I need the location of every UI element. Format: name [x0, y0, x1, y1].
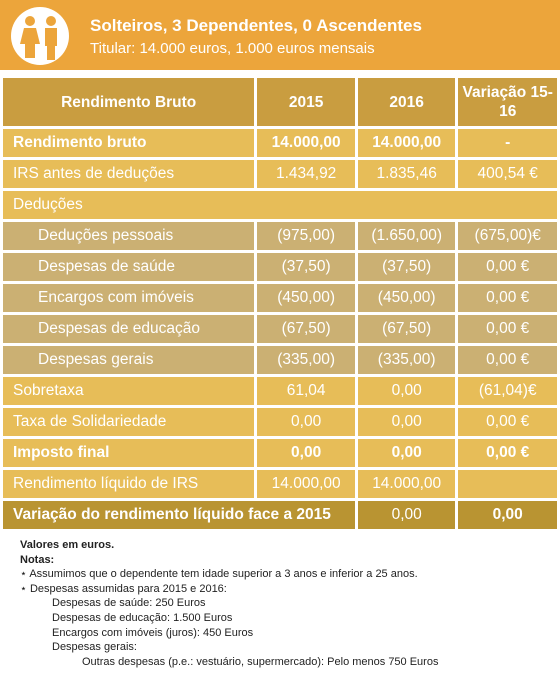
cell: 0,00: [357, 377, 456, 405]
cell: 1.434,92: [257, 160, 355, 188]
cell: (335,00): [257, 346, 355, 374]
table-row: Despesas de saúde (37,50) (37,50) 0,00 €: [3, 253, 557, 281]
table-row: Imposto final 0,00 0,00 0,00 €: [3, 439, 557, 467]
header-band: Solteiros, 3 Dependentes, 0 Ascendentes …: [0, 0, 560, 70]
column-header: 2015: [257, 78, 355, 126]
table-row: Rendimento líquido de IRS 14.000,00 14.000…: [3, 470, 557, 498]
row-label: Rendimento bruto: [3, 129, 255, 157]
row-label: Deduções pessoais: [3, 222, 255, 250]
table-row: Despesas gerais (335,00) (335,00) 0,00 €: [3, 346, 557, 374]
cell: (675,00)€: [458, 222, 557, 250]
cell: 0,00 €: [458, 284, 557, 312]
note-line: Despesas de educação: 1.500 Euros: [52, 611, 233, 624]
column-header: Rendimento Bruto: [3, 78, 255, 126]
title: Solteiros, 3 Dependentes, 0 Ascendentes: [90, 16, 422, 35]
cell: 0,00 €: [458, 439, 557, 467]
note-line: Valores em euros.: [20, 539, 115, 551]
column-header: 2016: [357, 78, 456, 126]
row-label: Imposto final: [3, 439, 255, 467]
table-row: Deduções pessoais (975,00) (1.650,00) (675,…: [3, 222, 557, 250]
table-row: IRS antes de deduções 1.434,92 1.835,46 400…: [3, 160, 557, 188]
cell: (67,50): [257, 315, 355, 343]
cell: 400,54 €: [458, 160, 557, 188]
table-row: Despesas de educação (67,50) (67,50) 0,00 €: [3, 315, 557, 343]
cell: (1.650,00): [357, 222, 456, 250]
cell: (975,00): [257, 222, 355, 250]
cell: [458, 470, 557, 498]
row-label: Despesas de saúde: [3, 253, 255, 281]
cell: 0,00: [357, 408, 456, 436]
cell: 0,00 €: [458, 408, 557, 436]
cell: 0,00: [458, 501, 557, 529]
row-label: Despesas gerais: [3, 346, 255, 374]
cell: (67,50): [357, 315, 456, 343]
row-label: IRS antes de deduções: [3, 160, 255, 188]
notes: Valores em euros. Notas:Assumimos que o d…: [20, 538, 438, 669]
note-line: Despesas de saúde: 250 Euros: [52, 597, 206, 610]
note-line: Encargos com imóveis (juros): 450 Euros: [52, 626, 254, 639]
cell: -: [458, 129, 557, 157]
cell: 0,00 €: [458, 346, 557, 374]
table-row: Encargos com imóveis (450,00) (450,00) 0,00…: [3, 284, 557, 312]
row-label: Taxa de Solidariedade: [3, 408, 255, 436]
cell: (37,50): [257, 253, 355, 281]
cell: 14.000,00: [257, 470, 355, 498]
subtitle: Titular: 14.000 euros, 1.000 euros mensa…: [90, 40, 375, 57]
cell: (61,04)€: [458, 377, 557, 405]
note-line: Despesas assumidas para 2015 e 2016:: [20, 582, 438, 597]
row-label: Rendimento líquido de IRS: [3, 470, 255, 498]
note-line: Assumimos que o dependente tem idade sup…: [20, 567, 438, 582]
cell: 61,04: [257, 377, 355, 405]
family-icon: [11, 7, 69, 65]
table-row: Rendimento bruto 14.000,00 14.000,00-: [3, 129, 557, 157]
table-row: Deduções: [3, 191, 557, 219]
cell: 0,00 €: [458, 315, 557, 343]
row-label: Deduções: [3, 191, 557, 219]
table-row: Sobretaxa 61,04 0,00 (61,04)€: [3, 377, 557, 405]
tax-table: Rendimento Bruto 2015 2016 Variação 15-16 R…: [0, 75, 560, 532]
note-line: Outras despesas (p.e.: vestuário, superm…: [82, 655, 439, 668]
row-label: Encargos com imóveis: [3, 284, 255, 312]
cell: (37,50): [357, 253, 456, 281]
row-label: Variação do rendimento líquido face a 20…: [3, 501, 355, 529]
column-header: Variação 15-16: [458, 78, 557, 126]
cell: 0,00: [257, 408, 355, 436]
cell: 0,00: [257, 439, 355, 467]
cell: 14.000,00: [357, 129, 456, 157]
row-label: Despesas de educação: [3, 315, 255, 343]
header-row: Rendimento Bruto 2015 2016 Variação 15-16: [3, 78, 557, 126]
cell: (335,00): [357, 346, 456, 374]
cell: (450,00): [357, 284, 456, 312]
note-line: Despesas gerais:: [52, 641, 137, 654]
note-line: Notas:: [20, 553, 55, 566]
table-row: Taxa de Solidariedade 0,00 0,00 0,00 €: [3, 408, 557, 436]
cell: 14.000,00: [257, 129, 355, 157]
cell: (450,00): [257, 284, 355, 312]
cell: 14.000,00: [357, 470, 456, 498]
cell: 0,00 €: [458, 253, 557, 281]
cell: 1.835,46: [357, 160, 456, 188]
cell: 0,00: [357, 501, 456, 529]
table-row: Variação do rendimento líquido face a 20…: [3, 501, 557, 529]
cell: 0,00: [357, 439, 456, 467]
row-label: Sobretaxa: [3, 377, 255, 405]
